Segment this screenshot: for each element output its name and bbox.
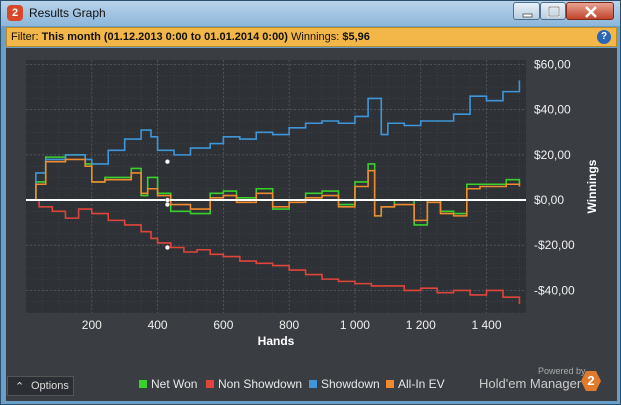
- series-line-showdown: [26, 80, 521, 201]
- legend-label: All-In EV: [398, 377, 445, 391]
- all-in-ev-swatch: [386, 380, 394, 388]
- chevron-up-icon: ⌃: [15, 381, 25, 393]
- legend-label: Non Showdown: [218, 377, 303, 391]
- data-marker: [164, 159, 170, 165]
- options-label: Options: [31, 380, 69, 392]
- results-chart[interactable]: $60,00 $40,00 $20,00 $0,00 -$20,00 -$40,00 200…: [6, 48, 617, 401]
- x-tick-label: 1 400: [472, 318, 502, 332]
- x-tick-label: 600: [213, 318, 233, 332]
- y-axis-label: Winnings: [585, 159, 599, 213]
- y-tick-label: $20,00: [534, 148, 571, 162]
- filter-label: Filter:: [11, 31, 39, 43]
- window-title: Results Graph: [29, 6, 106, 20]
- x-axis-label: Hands: [258, 334, 295, 348]
- winnings-value: $5,96: [342, 31, 370, 43]
- showdown-swatch: [309, 380, 317, 388]
- x-tick-label: 200: [82, 318, 102, 332]
- filter-bar: Filter: This month (01.12.2013 0:00 to 0…: [6, 27, 617, 47]
- winnings-label: Winnings:: [291, 31, 340, 43]
- data-marker: [164, 197, 170, 203]
- series-line-all-in-ev: [26, 158, 521, 222]
- legend-all-in-ev: All-In EV: [386, 377, 445, 391]
- x-tick-label: 400: [148, 318, 168, 332]
- y-tick-label: $0,00: [534, 193, 564, 207]
- x-tick-label: 1 000: [340, 318, 370, 332]
- y-tick-label: -$40,00: [534, 283, 575, 297]
- powered-by-text: Powered by: [538, 366, 586, 376]
- maximize-icon: [547, 5, 561, 18]
- title-bar[interactable]: 2 Results Graph: [1, 1, 620, 26]
- y-tick-label: $60,00: [534, 58, 571, 72]
- minimize-button[interactable]: [513, 2, 540, 20]
- minimize-icon: [522, 13, 533, 18]
- data-marker: [164, 202, 170, 208]
- legend-label: Showdown: [321, 377, 380, 391]
- plot-area: [26, 60, 526, 313]
- app-logo-icon: 2: [7, 5, 23, 21]
- non-showdown-swatch: [206, 380, 214, 388]
- y-tick-label: -$20,00: [534, 238, 575, 252]
- x-tick-label: 800: [279, 318, 299, 332]
- series-line-non-showdown: [26, 199, 521, 304]
- legend-label: Net Won: [151, 377, 198, 391]
- product-name: Hold'em Manager: [479, 376, 582, 391]
- data-marker: [164, 245, 170, 250]
- net-won-swatch: [139, 380, 147, 388]
- legend-net-won: Net Won: [139, 377, 197, 391]
- graph-panel: $60,00 $40,00 $20,00 $0,00 -$20,00 -$40,00 200…: [6, 48, 617, 401]
- filter-period: This month (01.12.2013 0:00 to 01.01.201…: [41, 31, 288, 43]
- maximize-button[interactable]: [540, 2, 566, 20]
- x-tick-label: 1 200: [406, 318, 436, 332]
- y-tick-label: $40,00: [534, 103, 571, 117]
- help-icon[interactable]: ?: [597, 30, 611, 44]
- legend-showdown: Showdown: [309, 377, 380, 391]
- close-button[interactable]: [566, 2, 614, 20]
- hem-logo-icon: 2: [581, 371, 601, 391]
- legend-non-showdown: Non Showdown: [206, 377, 302, 391]
- close-icon: [585, 6, 597, 18]
- options-button[interactable]: ⌃ Options: [7, 376, 74, 396]
